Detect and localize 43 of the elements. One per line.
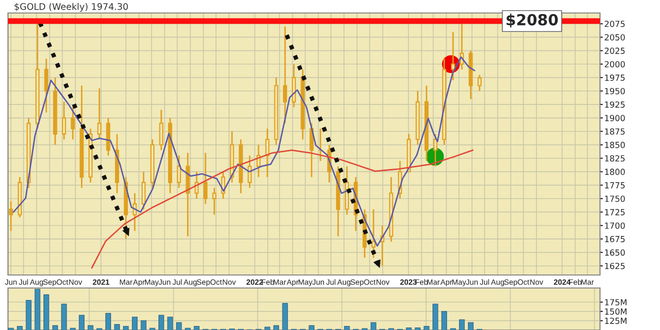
y-tick-label: 1950 bbox=[605, 88, 625, 94]
candlestick bbox=[451, 31, 456, 81]
y-tick-label: 1800 bbox=[605, 168, 625, 175]
candlestick bbox=[8, 200, 13, 232]
candlestick bbox=[371, 208, 376, 258]
candlestick bbox=[176, 154, 181, 189]
y-tick-label: 1900 bbox=[605, 114, 625, 122]
candlestick bbox=[283, 26, 288, 124]
y-tick-label: 1750 bbox=[605, 196, 625, 202]
y-tick-label: 2050 bbox=[604, 34, 625, 40]
y-tick-label: 1625 bbox=[605, 262, 625, 270]
y-tick-label: 1875 bbox=[605, 128, 625, 135]
candlestick bbox=[212, 187, 216, 216]
candlestick bbox=[159, 109, 164, 151]
candlestick bbox=[70, 106, 75, 140]
candlestick bbox=[44, 58, 48, 114]
y-tick-label: 1850 bbox=[605, 142, 625, 148]
candlestick bbox=[478, 74, 482, 92]
candlestick bbox=[433, 133, 438, 168]
line-series bbox=[91, 149, 474, 269]
candlestick bbox=[203, 152, 208, 205]
candlestick bbox=[265, 128, 270, 178]
y-tick-label: 1925 bbox=[605, 101, 625, 108]
y-tick-label: 150M bbox=[605, 308, 626, 315]
y-tick-label: 2075 bbox=[604, 20, 625, 28]
y-tick-label: 2000 bbox=[604, 61, 625, 68]
candlestick bbox=[62, 101, 66, 140]
ref-line-label: $2080 bbox=[506, 14, 558, 28]
candlestick bbox=[248, 154, 252, 189]
y-tick-label: 1700 bbox=[605, 222, 625, 229]
candlestick bbox=[142, 171, 146, 210]
y-tick-label: 1675 bbox=[605, 236, 625, 242]
y-tick-label: 125M bbox=[605, 318, 626, 324]
chart-title: $GOLD (Weekly) 1974.30 bbox=[14, 2, 128, 12]
y-tick-label: 1825 bbox=[605, 155, 625, 162]
candlestick bbox=[132, 192, 137, 232]
y-tick-label: 1975 bbox=[605, 74, 625, 81]
candlestick bbox=[97, 88, 102, 140]
y-tick-label: 2025 bbox=[604, 48, 625, 54]
y-tick-label: 1775 bbox=[605, 182, 625, 188]
y-tick-label: 1650 bbox=[605, 249, 625, 256]
y-tick-label: 175M bbox=[605, 299, 626, 306]
y-tick-label: 1725 bbox=[605, 209, 625, 216]
